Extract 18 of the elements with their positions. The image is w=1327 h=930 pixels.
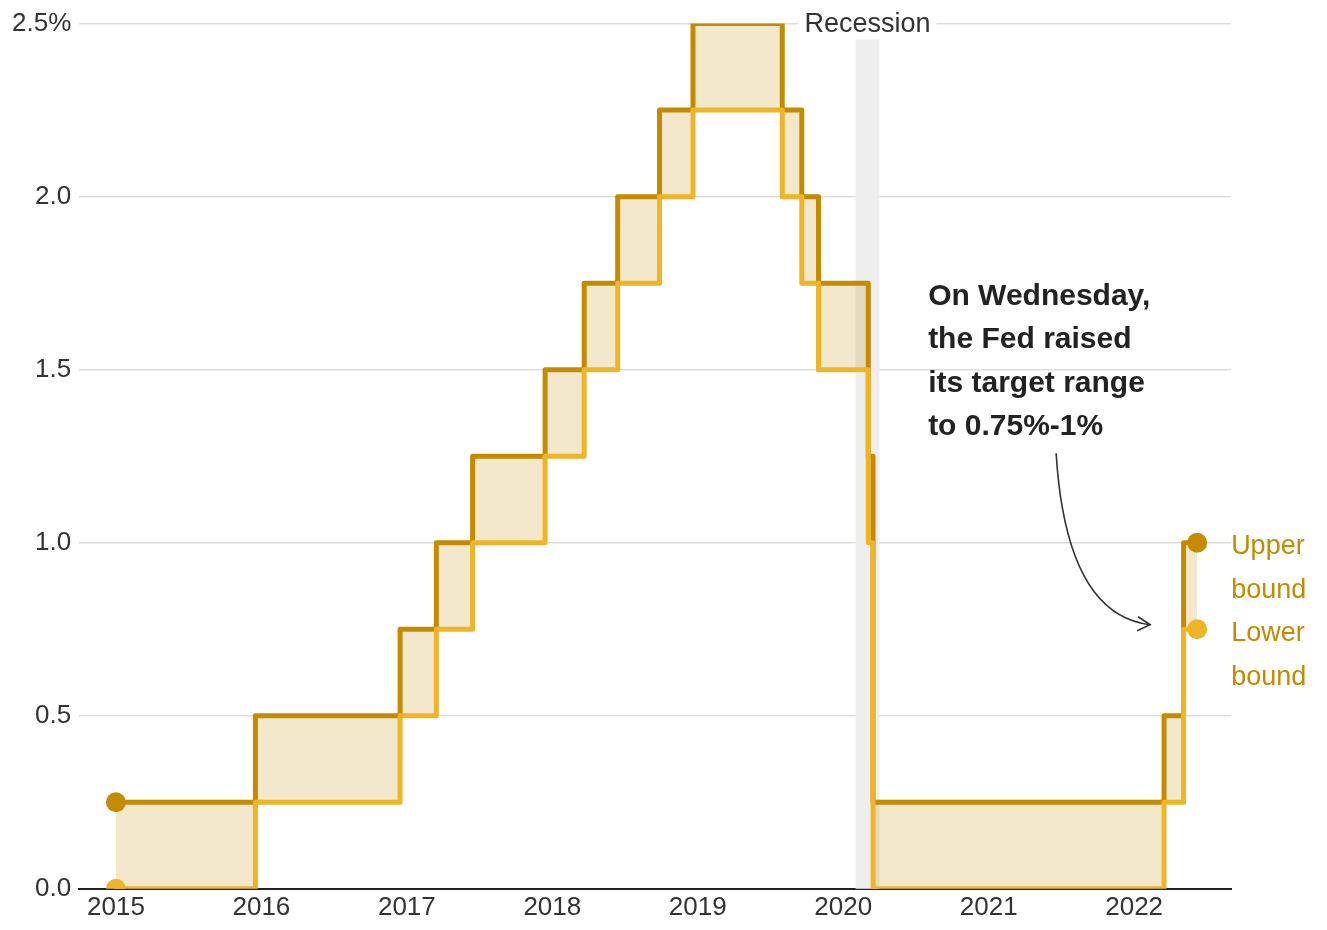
band-label: Recession [804,8,931,39]
series-label: Upper bound [1231,530,1307,605]
y-tick-label: 2.0 [35,179,72,210]
x-tick-label: 2021 [959,890,1018,921]
series-label: Lower bound [1231,616,1307,691]
x-tick-label: 2017 [377,890,436,921]
x-tick-label: 2016 [232,890,291,921]
y-tick-label: 2.5% [12,6,72,37]
y-tick-label: 0.5 [35,698,72,729]
x-tick-label: 2015 [87,890,145,921]
x-tick-label: 2020 [814,890,873,921]
annotation: On Wednesday, the Fed raised its target range to 0.75%-1% [928,277,1151,442]
x-tick-label: 2019 [668,890,727,921]
y-tick-label: 1.5 [35,352,72,383]
y-tick-label: 1.0 [35,525,72,556]
y-tick-label: 0.0 [35,871,72,902]
x-tick-label: 2018 [523,890,582,921]
x-tick-label: 2022 [1105,890,1164,921]
